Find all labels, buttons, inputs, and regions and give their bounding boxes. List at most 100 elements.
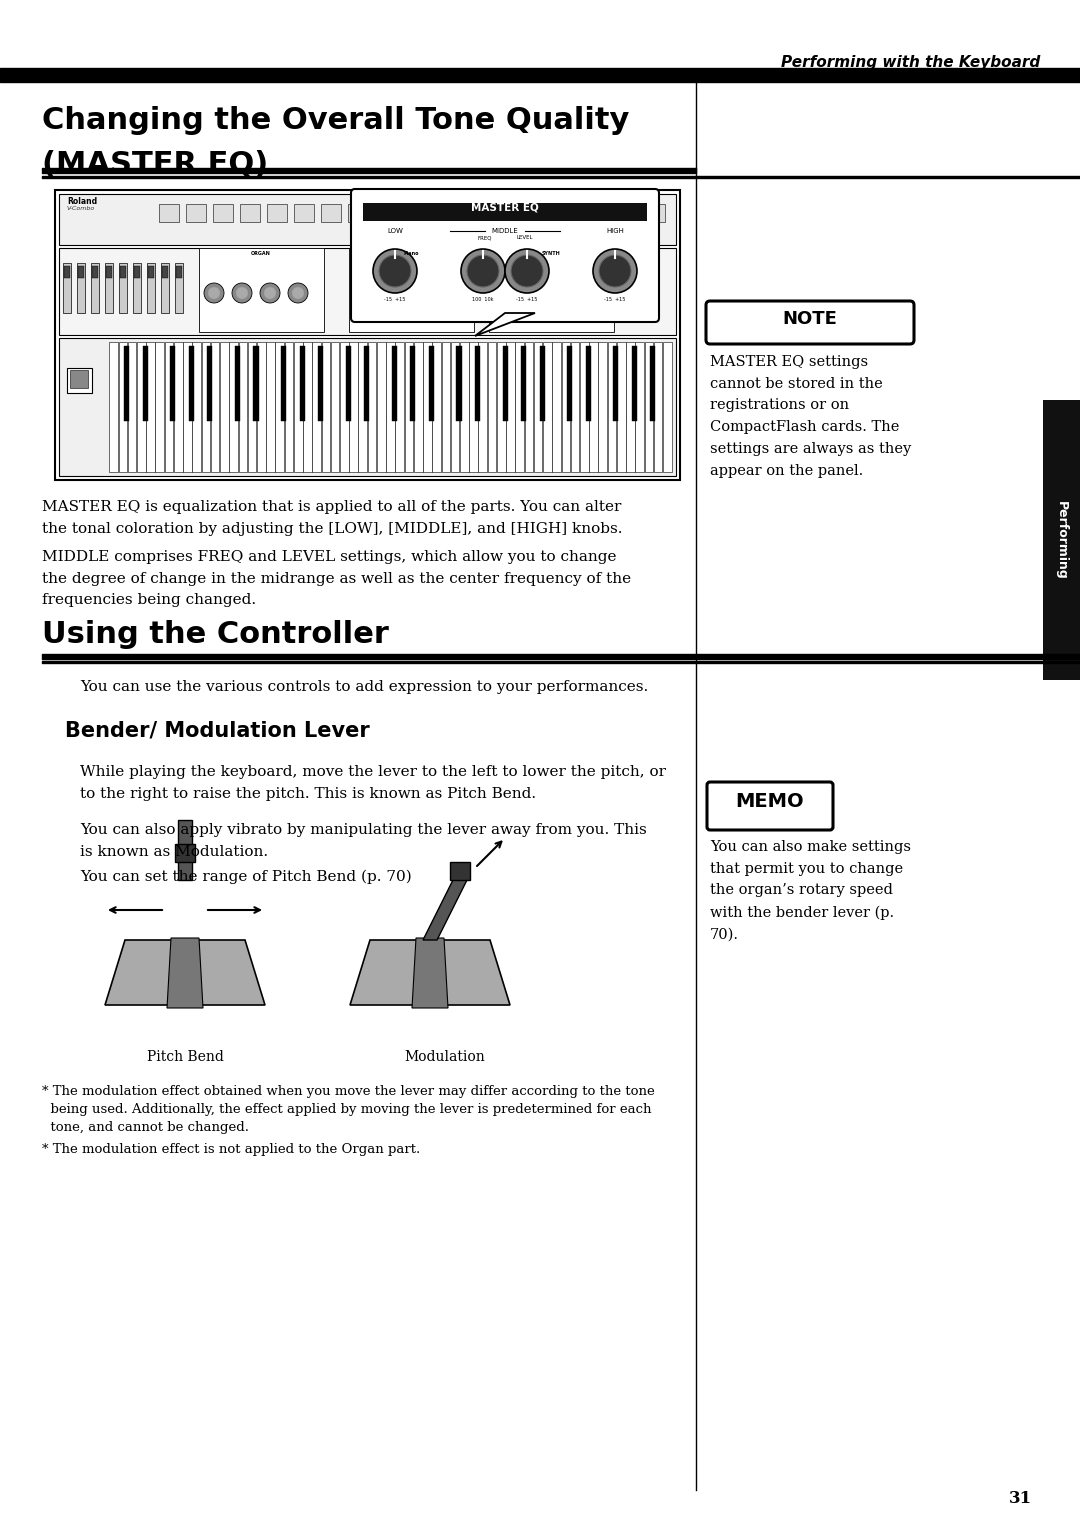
Bar	[184, 342, 192, 472]
Circle shape	[237, 287, 248, 299]
Bar	[346, 345, 351, 422]
Text: LEVEL: LEVEL	[516, 235, 534, 240]
Bar	[294, 342, 302, 472]
Bar	[598, 342, 607, 472]
Bar	[414, 342, 422, 472]
Bar	[359, 342, 367, 472]
Circle shape	[461, 249, 505, 293]
Circle shape	[577, 215, 589, 228]
Text: Pitch Bend: Pitch Bend	[147, 1050, 224, 1063]
Text: -15  +15: -15 +15	[516, 296, 538, 303]
Bar	[247, 342, 256, 472]
Bar	[387, 342, 395, 472]
Bar	[478, 342, 487, 472]
Bar	[349, 342, 357, 472]
Bar	[161, 263, 168, 313]
Bar	[266, 342, 274, 472]
Bar	[235, 345, 240, 422]
Bar	[608, 342, 617, 472]
Bar	[63, 263, 71, 313]
Polygon shape	[167, 938, 203, 1008]
Text: NOTE: NOTE	[783, 310, 837, 329]
Bar	[564, 205, 584, 222]
Text: Bender/ Modulation Lever: Bender/ Modulation Lever	[65, 720, 369, 740]
Bar	[567, 345, 572, 422]
Bar	[199, 248, 324, 332]
Circle shape	[467, 255, 499, 287]
Circle shape	[260, 283, 280, 303]
Bar	[171, 345, 175, 422]
Circle shape	[522, 283, 542, 303]
Polygon shape	[423, 880, 467, 940]
Bar	[127, 342, 136, 472]
Text: MIDDLE: MIDDLE	[491, 228, 518, 234]
Text: -15  +15: -15 +15	[384, 296, 406, 303]
Bar	[489, 248, 615, 332]
Text: SYNTH: SYNTH	[542, 251, 561, 257]
Bar	[562, 342, 570, 472]
Bar	[147, 263, 156, 313]
Circle shape	[288, 283, 308, 303]
Bar	[456, 205, 476, 222]
Bar	[663, 342, 672, 472]
Bar	[299, 345, 305, 422]
Circle shape	[593, 249, 637, 293]
Bar	[189, 345, 194, 422]
Circle shape	[534, 215, 545, 228]
Bar	[534, 342, 542, 472]
Bar	[148, 266, 154, 278]
Circle shape	[489, 215, 501, 228]
Bar	[340, 342, 349, 472]
Bar	[92, 266, 98, 278]
Circle shape	[467, 215, 480, 228]
Bar	[162, 266, 168, 278]
Text: MEMO: MEMO	[735, 792, 805, 811]
Bar	[120, 266, 126, 278]
Bar	[635, 342, 644, 472]
Bar	[207, 345, 213, 422]
Bar	[159, 205, 179, 222]
Circle shape	[550, 283, 570, 303]
Bar	[590, 342, 598, 472]
Bar	[349, 248, 474, 332]
Bar	[124, 345, 130, 422]
Bar	[410, 345, 416, 422]
Bar	[395, 342, 404, 472]
Bar	[405, 342, 414, 472]
Bar	[450, 342, 459, 472]
Polygon shape	[350, 940, 510, 1005]
Bar	[540, 345, 544, 422]
Circle shape	[445, 215, 457, 228]
Text: MASTER EQ is equalization that is applied to all of the parts. You can alter
the: MASTER EQ is equalization that is applie…	[42, 500, 622, 536]
Bar	[174, 342, 183, 472]
Bar	[312, 342, 321, 472]
Bar	[119, 263, 127, 313]
Circle shape	[498, 287, 510, 299]
Circle shape	[599, 255, 631, 287]
Text: Roland: Roland	[67, 197, 97, 206]
Text: * The modulation effect is not applied to the Organ part.: * The modulation effect is not applied t…	[42, 1143, 420, 1157]
Text: HIGH: HIGH	[606, 228, 624, 234]
Bar	[143, 345, 148, 422]
Bar	[281, 345, 286, 422]
Bar	[375, 205, 395, 222]
Circle shape	[354, 283, 374, 303]
Bar	[469, 342, 477, 472]
Circle shape	[511, 215, 523, 228]
Bar	[617, 342, 625, 472]
Bar	[119, 342, 127, 472]
Text: -15  +15: -15 +15	[605, 296, 625, 303]
Bar	[275, 342, 284, 472]
Bar	[570, 342, 579, 472]
FancyBboxPatch shape	[706, 301, 914, 344]
Circle shape	[511, 255, 543, 287]
Bar	[192, 342, 201, 472]
Text: MASTER EQ settings
cannot be stored in the
registrations or on
CompactFlash card: MASTER EQ settings cannot be stored in t…	[710, 354, 912, 477]
Circle shape	[526, 287, 538, 299]
Text: Performing: Performing	[1054, 501, 1067, 579]
Text: MASTER EQ: MASTER EQ	[471, 203, 539, 212]
Bar	[1043, 400, 1080, 680]
Bar	[254, 345, 258, 422]
Circle shape	[555, 215, 567, 228]
Bar	[220, 342, 229, 472]
